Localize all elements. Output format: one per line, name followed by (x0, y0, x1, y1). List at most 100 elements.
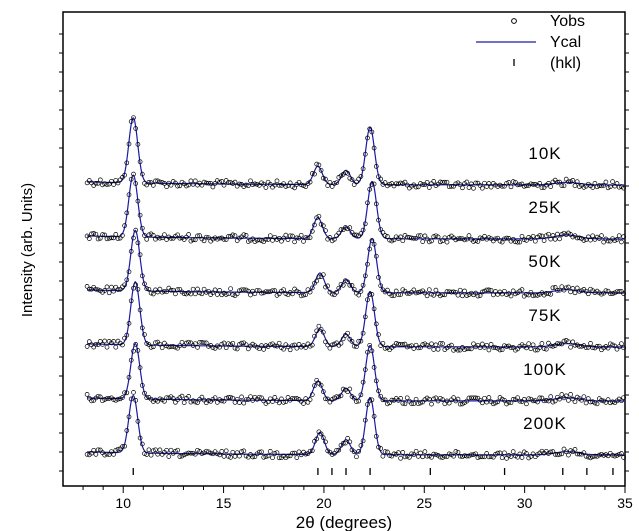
yobs-point (312, 333, 317, 339)
yobs-point (431, 451, 437, 457)
yobs-point (338, 393, 344, 399)
yobs-point (437, 395, 443, 401)
yobs-point (192, 178, 198, 184)
yobs-point (402, 179, 408, 185)
yobs-point (109, 449, 114, 455)
yobs-point (535, 399, 540, 405)
yobs-point (557, 179, 562, 185)
yobs-point (455, 449, 461, 455)
yobs-point (358, 231, 364, 236)
yobs-point (181, 452, 187, 458)
yobs-point (590, 345, 596, 351)
yobs-point (440, 179, 445, 185)
yobs-point (179, 393, 185, 399)
yobs-point (124, 160, 130, 166)
yobs-point (186, 450, 191, 456)
yobs-point (572, 399, 578, 405)
yobs-point (482, 288, 487, 294)
yobs-point (221, 182, 227, 188)
yobs-point (316, 274, 322, 280)
yobs-point (285, 395, 291, 400)
yobs-point (490, 345, 496, 350)
yobs-point (195, 286, 200, 292)
yobs-point (93, 341, 99, 347)
yobs-point (217, 179, 222, 185)
yobs-point (398, 292, 403, 297)
yobs-point (157, 179, 163, 185)
yobs-point (265, 237, 271, 242)
yobs-point (226, 291, 231, 297)
yobs-point (413, 448, 419, 454)
yobs-point (221, 340, 227, 346)
yobs-point (418, 345, 423, 350)
yobs-point (605, 238, 611, 244)
yobs-point (444, 239, 450, 245)
yobs-point (539, 341, 545, 346)
y-axis-ticks (59, 33, 629, 472)
yobs-point (131, 235, 136, 241)
yobs-point (585, 454, 591, 460)
yobs-point (422, 449, 428, 454)
yobs-point (570, 286, 576, 291)
yobs-point (239, 394, 244, 400)
yobs-point (230, 232, 236, 238)
yobs-point (502, 450, 507, 456)
yobs-point (120, 395, 125, 400)
yobs-point (245, 183, 251, 188)
yobs-point (530, 182, 536, 187)
yobs-point (601, 183, 607, 188)
yobs-point (153, 447, 158, 453)
yobs-point (199, 291, 205, 297)
yobs-point (555, 288, 560, 293)
yobs-point (437, 293, 443, 299)
yobs-point (365, 261, 370, 267)
yobs-point (305, 235, 311, 241)
yobs-point (210, 184, 216, 190)
yobs-point (515, 239, 520, 245)
yobs-point (131, 348, 136, 354)
yobs-point (607, 184, 613, 190)
yobs-point (572, 342, 578, 348)
yobs-point (493, 236, 498, 242)
yobs-point (126, 414, 132, 420)
yobs-point (510, 288, 516, 294)
yobs-point (226, 454, 231, 459)
yobs-point (201, 238, 207, 244)
yobs-point (435, 346, 441, 352)
yobs-point (605, 185, 611, 191)
yobs-point (464, 453, 470, 459)
yobs-point (179, 339, 185, 345)
yobs-point (360, 330, 366, 336)
yobs-point (486, 347, 492, 353)
yobs-point (137, 159, 143, 165)
yobs-point (607, 341, 613, 347)
yobs-point (192, 237, 198, 243)
yobs-point (462, 347, 467, 353)
yobs-point (570, 339, 576, 345)
yobs-point (490, 401, 496, 407)
yobs-point (272, 288, 278, 293)
yobs-point (502, 183, 507, 189)
yobs-point (243, 397, 249, 403)
yobs-point (455, 347, 461, 353)
yobs-point (170, 396, 176, 401)
yobs-point (115, 180, 121, 186)
yobs-point (155, 289, 161, 295)
yobs-point (546, 231, 551, 237)
yobs-point (528, 181, 534, 187)
yobs-point (263, 289, 269, 295)
yobs-point (168, 447, 174, 453)
yobs-point (104, 236, 110, 242)
yobs-point (199, 182, 205, 188)
yobs-point (356, 292, 362, 298)
yobs-point (303, 184, 309, 189)
yobs-point (115, 236, 121, 242)
yobs-point (323, 339, 328, 345)
yobs-point (170, 344, 176, 349)
yobs-point (599, 291, 604, 297)
yobs-point (345, 436, 350, 441)
yobs-point (184, 340, 189, 346)
yobs-point (583, 400, 589, 406)
yobs-point (208, 180, 214, 186)
yobs-point (607, 400, 613, 406)
